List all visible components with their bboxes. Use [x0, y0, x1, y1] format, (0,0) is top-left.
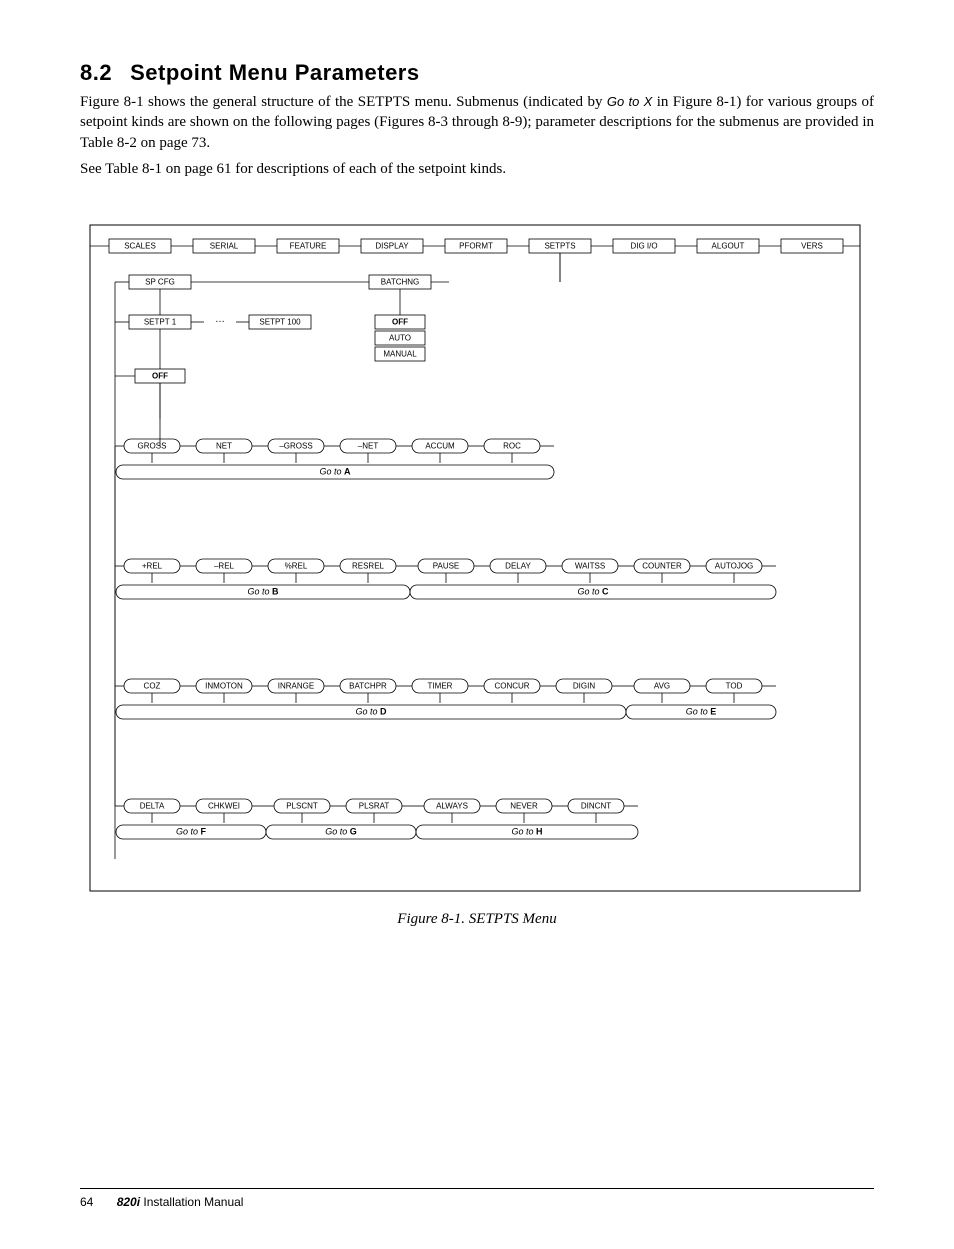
svg-text:NEVER: NEVER	[510, 802, 538, 811]
svg-text:–GROSS: –GROSS	[279, 442, 312, 451]
svg-text:COZ: COZ	[144, 682, 161, 691]
svg-text:SETPT 1: SETPT 1	[144, 318, 177, 327]
paragraph-2: See Table 8-1 on page 61 for description…	[80, 159, 874, 179]
page-number: 64	[80, 1195, 93, 1209]
svg-text:AUTO: AUTO	[389, 334, 411, 343]
page-footer: 64 820i Installation Manual	[80, 1188, 874, 1209]
footer-manual: Installation Manual	[140, 1195, 243, 1209]
svg-text:Go to E: Go to E	[686, 707, 717, 717]
svg-text:+REL: +REL	[142, 562, 163, 571]
svg-text:–NET: –NET	[358, 442, 379, 451]
svg-text:ROC: ROC	[503, 442, 521, 451]
svg-text:SP CFG: SP CFG	[145, 278, 175, 287]
svg-text:SCALES: SCALES	[124, 242, 156, 251]
svg-text:AUTOJOG: AUTOJOG	[715, 562, 754, 571]
svg-text:…: …	[215, 314, 225, 325]
svg-text:SETPT 100: SETPT 100	[259, 318, 301, 327]
svg-text:Go to F: Go to F	[176, 827, 207, 837]
svg-text:VERS: VERS	[801, 242, 823, 251]
svg-text:TOD: TOD	[726, 682, 743, 691]
svg-text:OFF: OFF	[152, 372, 168, 381]
svg-text:DINCNT: DINCNT	[581, 802, 611, 811]
svg-text:OFF: OFF	[392, 318, 408, 327]
svg-text:Go to G: Go to G	[325, 827, 357, 837]
svg-text:ACCUM: ACCUM	[425, 442, 455, 451]
section-title-text: Setpoint Menu Parameters	[130, 60, 420, 85]
svg-text:–REL: –REL	[214, 562, 235, 571]
svg-text:BATCHNG: BATCHNG	[381, 278, 420, 287]
svg-text:CONCUR: CONCUR	[494, 682, 529, 691]
svg-text:TIMER: TIMER	[428, 682, 453, 691]
svg-text:DELTA: DELTA	[140, 802, 165, 811]
svg-text:PFORMT: PFORMT	[459, 242, 493, 251]
svg-text:ALGOUT: ALGOUT	[712, 242, 745, 251]
svg-text:PAUSE: PAUSE	[433, 562, 460, 571]
svg-text:%REL: %REL	[285, 562, 308, 571]
svg-text:BATCHPR: BATCHPR	[349, 682, 387, 691]
diagram-figure: SCALES SERIAL FEATURE DISPLAY PFORMT SETPTS DI…	[80, 219, 874, 899]
svg-text:DIG I/O: DIG I/O	[630, 242, 657, 251]
svg-text:WAITSS: WAITSS	[575, 562, 605, 571]
svg-text:INMOTON: INMOTON	[205, 682, 243, 691]
svg-text:Go to B: Go to B	[247, 587, 279, 597]
svg-text:PLSRAT: PLSRAT	[359, 802, 390, 811]
svg-text:ALWAYS: ALWAYS	[436, 802, 468, 811]
section-number: 8.2	[80, 60, 112, 85]
figure-caption: Figure 8-1. SETPTS Menu	[80, 911, 874, 928]
paragraph-1: Figure 8-1 shows the general structure o…	[80, 92, 874, 153]
svg-text:COUNTER: COUNTER	[642, 562, 682, 571]
svg-text:CHKWEI: CHKWEI	[208, 802, 240, 811]
svg-text:SERIAL: SERIAL	[210, 242, 239, 251]
svg-text:NET: NET	[216, 442, 232, 451]
section-heading: 8.2 Setpoint Menu Parameters	[80, 60, 874, 86]
svg-text:DIGIN: DIGIN	[573, 682, 595, 691]
svg-text:PLSCNT: PLSCNT	[286, 802, 318, 811]
svg-text:GROSS: GROSS	[138, 442, 167, 451]
svg-text:Go to H: Go to H	[511, 827, 542, 837]
svg-text:INRANGE: INRANGE	[278, 682, 314, 691]
svg-text:Go to C: Go to C	[577, 587, 609, 597]
svg-text:MANUAL: MANUAL	[383, 350, 417, 359]
svg-text:DISPLAY: DISPLAY	[375, 242, 409, 251]
svg-text:Go to D: Go to D	[355, 707, 387, 717]
svg-text:DELAY: DELAY	[505, 562, 531, 571]
svg-text:FEATURE: FEATURE	[290, 242, 327, 251]
svg-text:RESREL: RESREL	[352, 562, 385, 571]
footer-model: 820i	[117, 1195, 140, 1209]
svg-text:AVG: AVG	[654, 682, 670, 691]
svg-text:SETPTS: SETPTS	[544, 242, 575, 251]
svg-text:Go to A: Go to A	[319, 467, 351, 477]
